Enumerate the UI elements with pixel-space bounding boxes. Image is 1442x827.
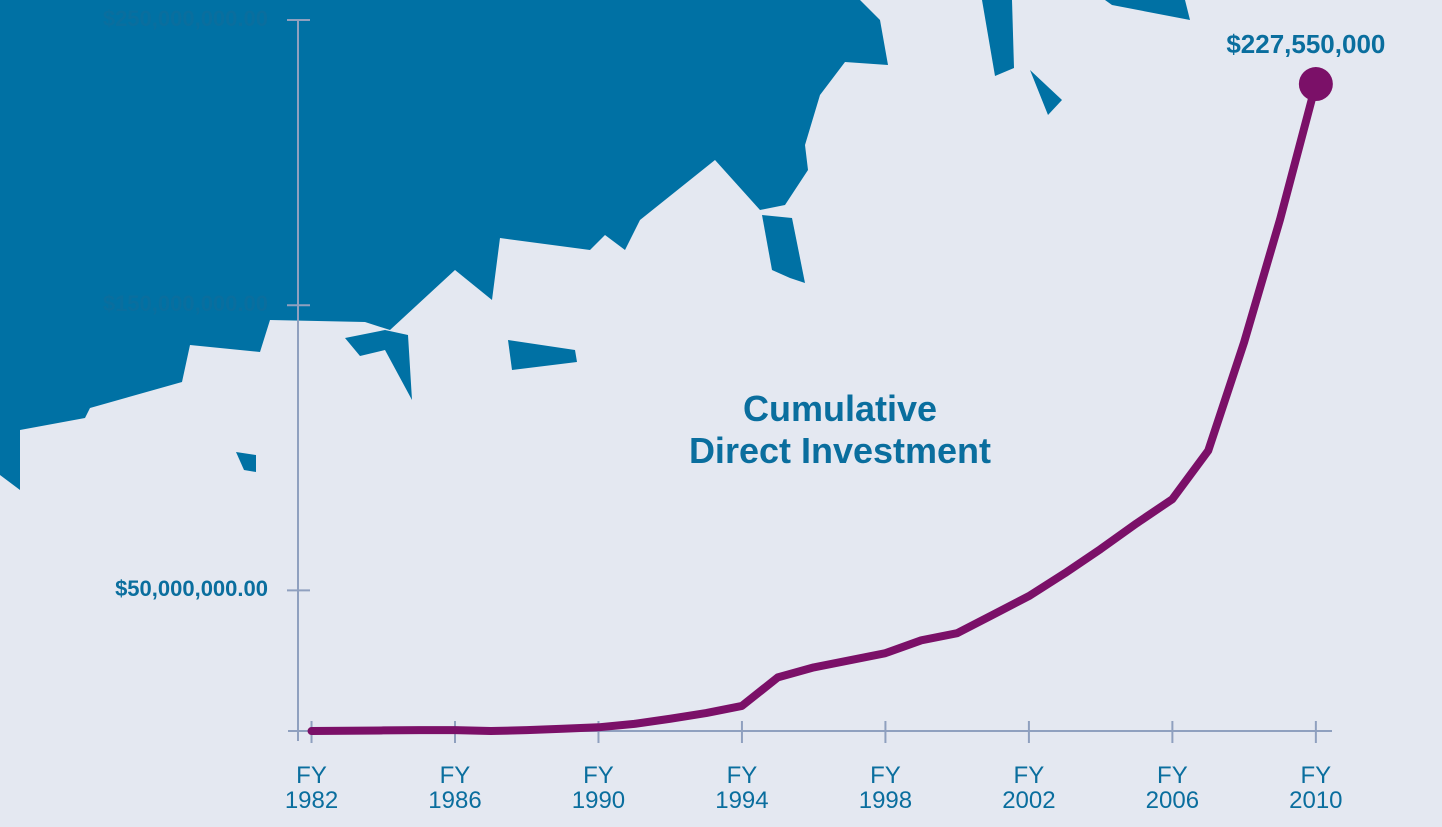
- data-label: $227,550,000: [1226, 29, 1385, 59]
- y-tick-label: $50,000,000.00: [115, 576, 268, 601]
- end-point: [1299, 67, 1333, 101]
- x-tick-label: FY 1982: [272, 763, 352, 813]
- y-tick-label: $150,000,000.00: [103, 291, 268, 316]
- page: $50,000,000.00 $150,000,000.00 $250,000,00…: [0, 0, 1442, 827]
- x-tick-label: FY 1998: [845, 763, 925, 813]
- x-tick-label: FY 2002: [989, 763, 1069, 813]
- x-tick-label: FY 2006: [1132, 763, 1212, 813]
- x-tick-label: FY 1986: [415, 763, 495, 813]
- x-tick-label: FY 2010: [1276, 763, 1356, 813]
- x-tick-label: FY 1990: [558, 763, 638, 813]
- chart-title: Cumulative Direct Investment: [620, 388, 1060, 472]
- x-tick-label: FY 1994: [702, 763, 782, 813]
- y-tick-label: $250,000,000.00: [103, 6, 268, 31]
